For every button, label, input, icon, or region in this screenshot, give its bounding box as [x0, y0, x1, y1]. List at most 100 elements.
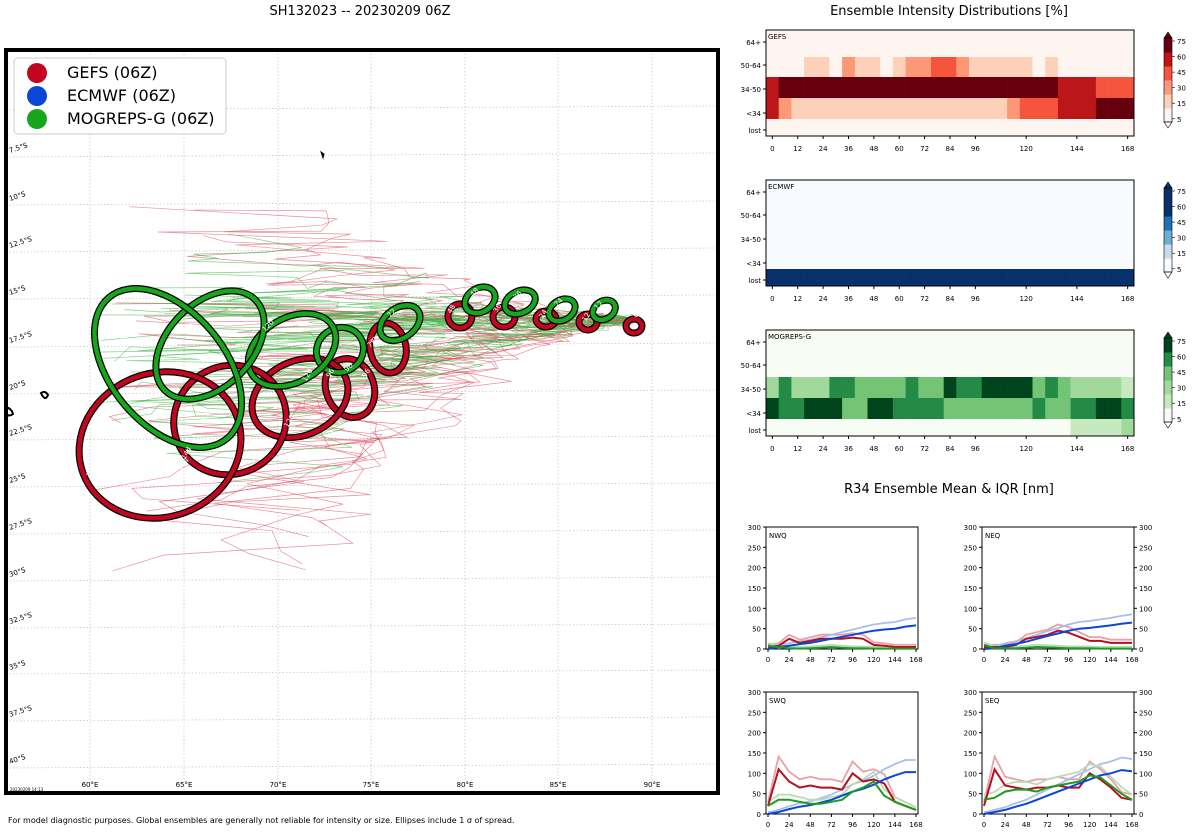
- island-west: [39, 390, 50, 399]
- y-tick-label-left: 300: [964, 524, 977, 532]
- y-tick-label-left: 50: [968, 791, 977, 799]
- heatmap-cell: [1121, 377, 1135, 398]
- mogreps-ellipse: [314, 325, 366, 375]
- heatmap-cell: [778, 357, 792, 377]
- x-tick-label: 72: [827, 821, 836, 829]
- heatmap-cell: [816, 77, 830, 98]
- r34-iqr-line: [983, 756, 1133, 814]
- heatmap-cell: [854, 336, 868, 357]
- heatmap-cell: [1121, 269, 1135, 286]
- heatmap-cell: [1083, 336, 1097, 357]
- x-tick-label: 96: [971, 145, 980, 153]
- heatmap-cell: [842, 336, 856, 357]
- colorbar-ecmwf: 75 60 45 30 15 5: [1163, 181, 1186, 279]
- heatmap-cell: [892, 357, 906, 377]
- heatmap-gefs: GEFS 64+ 50-64 34-50 <34 lost 0 12 24 36 48 60 72 84 9…: [741, 29, 1135, 153]
- heatmap-cell: [943, 357, 957, 377]
- heatmap-cell: [816, 36, 830, 57]
- heatmap-cell: [969, 336, 982, 357]
- heatmap-cell: [1057, 207, 1071, 227]
- colorbar-segment: [1164, 258, 1172, 273]
- r34-iqr-line: [767, 632, 916, 646]
- heatmap-cell: [880, 336, 894, 357]
- x-tick-label: 120: [1019, 445, 1032, 453]
- heatmap-cell: [766, 36, 779, 57]
- heatmap-cell: [1007, 36, 1021, 57]
- heatmap-cell: [918, 357, 932, 377]
- heatmap-cell: [956, 336, 970, 357]
- heatmap-cell: [943, 398, 957, 419]
- heatmap-cell: [956, 119, 970, 136]
- x-tick-label: 168: [1121, 145, 1134, 153]
- heatmap-cell: [766, 57, 779, 77]
- heatmap-cell: [1007, 336, 1021, 357]
- r34-mean-line-ecmwf: [983, 621, 1133, 650]
- heatmap-cell: [816, 207, 830, 227]
- x-tick-label: 84: [946, 145, 955, 153]
- heatmap-cell: [956, 57, 970, 77]
- heatmap-cell: [956, 98, 970, 119]
- heatmap-cell: [994, 227, 1008, 248]
- heatmap-cell: [1007, 357, 1021, 377]
- heatmap-cell: [1007, 186, 1021, 207]
- heatmap-cell: [1032, 227, 1046, 248]
- footer-note: For model diagnostic purposes. Global en…: [8, 816, 515, 825]
- heatmap-cell: [1019, 98, 1033, 119]
- heatmap-cell: [905, 269, 919, 286]
- map-stamp: 20230209 14:13: [10, 787, 44, 792]
- heatmap-cell: [816, 357, 830, 377]
- heatmap-cell: [1083, 186, 1097, 207]
- r34-mean-line-mogreps-g: [767, 780, 917, 811]
- x-tick-label: 120: [1083, 821, 1096, 829]
- x-tick-label: 168: [909, 656, 922, 664]
- heatmap-cell: [1083, 98, 1097, 119]
- row-label: 64+: [746, 339, 761, 347]
- heatmap-cell: [943, 336, 957, 357]
- x-tick-label: 0: [770, 145, 774, 153]
- heatmap-cell: [1121, 98, 1135, 119]
- gefs-ellipse: [249, 356, 351, 440]
- heatmap-cell: [778, 119, 792, 136]
- heatmap-cell: [1108, 36, 1122, 57]
- heatmap-cell: [981, 119, 995, 136]
- heatmap-cell: [905, 186, 919, 207]
- heatmap-cell: [1070, 36, 1084, 57]
- heatmap-cell: [766, 377, 779, 398]
- mogreps-ellipse-label: 48: [469, 286, 481, 298]
- y-tick-label: 0: [757, 811, 761, 819]
- heatmap-cell: [943, 98, 957, 119]
- row-label: 64+: [746, 189, 761, 197]
- heatmap-cell: [943, 207, 957, 227]
- heatmap-cell: [943, 269, 957, 286]
- heatmap-cell: [842, 248, 856, 269]
- heatmap-cell: [918, 248, 932, 269]
- heatmap-cell: [931, 336, 944, 357]
- heatmap-cell: [1045, 336, 1059, 357]
- heatmap-cell: [829, 377, 843, 398]
- heatmap-cell: [854, 119, 868, 136]
- x-tick-label: 96: [848, 821, 857, 829]
- heatmap-cell: [778, 36, 792, 57]
- r34-swq-chart: SWQ 0 24 48 72 96 120 144 168 0 50 100 150 200 250 300: [748, 689, 923, 829]
- x-tick-label: 48: [869, 295, 878, 303]
- colorbar-tick-label: 15: [1177, 100, 1186, 108]
- heatmap-cell: [1007, 419, 1021, 436]
- x-tick-label: 144: [1104, 656, 1118, 664]
- lon-label: 75°E: [363, 781, 380, 789]
- heatmap-cell: [842, 419, 856, 436]
- heatmap-cell: [994, 57, 1008, 77]
- lon-label: 80°E: [457, 781, 474, 789]
- heatmap-cell: [816, 336, 830, 357]
- x-tick-label: 96: [1064, 821, 1073, 829]
- heatmap-cell: [1019, 419, 1033, 436]
- colorbar-tick-label: 75: [1177, 38, 1186, 46]
- heatmap-cell: [918, 36, 932, 57]
- map-frame: [4, 48, 720, 795]
- heatmap-cell: [778, 207, 792, 227]
- heatmap-cell: [1032, 357, 1046, 377]
- heatmap-cell: [931, 57, 944, 77]
- x-tick-label: 48: [869, 445, 878, 453]
- heatmap-cell: [1095, 419, 1109, 436]
